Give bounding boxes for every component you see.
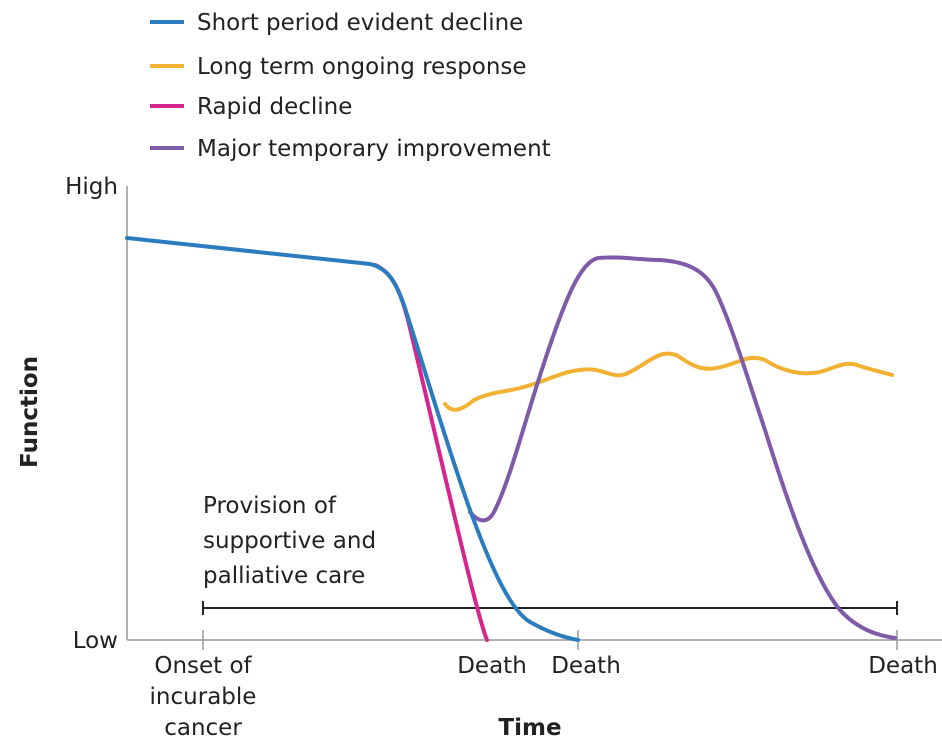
x-label-line: incurable	[150, 684, 257, 710]
annotation-line: Provision of	[203, 493, 337, 519]
x-label-line: cancer	[164, 715, 242, 741]
legend-label: Long term ongoing response	[197, 54, 527, 80]
annotation-line: palliative care	[203, 563, 365, 589]
x-label-line: Death	[551, 653, 621, 679]
curve-rapid-decline	[373, 263, 489, 642]
curve-long-term	[443, 351, 894, 412]
x-label-line: Death	[457, 653, 527, 679]
legend-label: Major temporary improvement	[197, 136, 551, 162]
x-axis-title: Time	[498, 715, 561, 741]
curve-short-decline	[125, 236, 580, 642]
curve-temporary-improvement	[468, 255, 897, 640]
legend-label: Rapid decline	[197, 94, 352, 120]
annotation-line: supportive and	[203, 528, 376, 554]
x-label: Onset of incurable cancer	[150, 653, 257, 741]
x-label-line: Onset of	[154, 653, 252, 679]
y-low-label: Low	[73, 628, 118, 654]
care-range	[202, 601, 898, 615]
legend: Short period evident decline Long term o…	[150, 10, 551, 162]
y-high-label: High	[65, 174, 118, 200]
y-axis-title: Function	[17, 356, 43, 468]
legend-label: Short period evident decline	[197, 10, 523, 36]
x-label-line: Death	[868, 653, 938, 679]
